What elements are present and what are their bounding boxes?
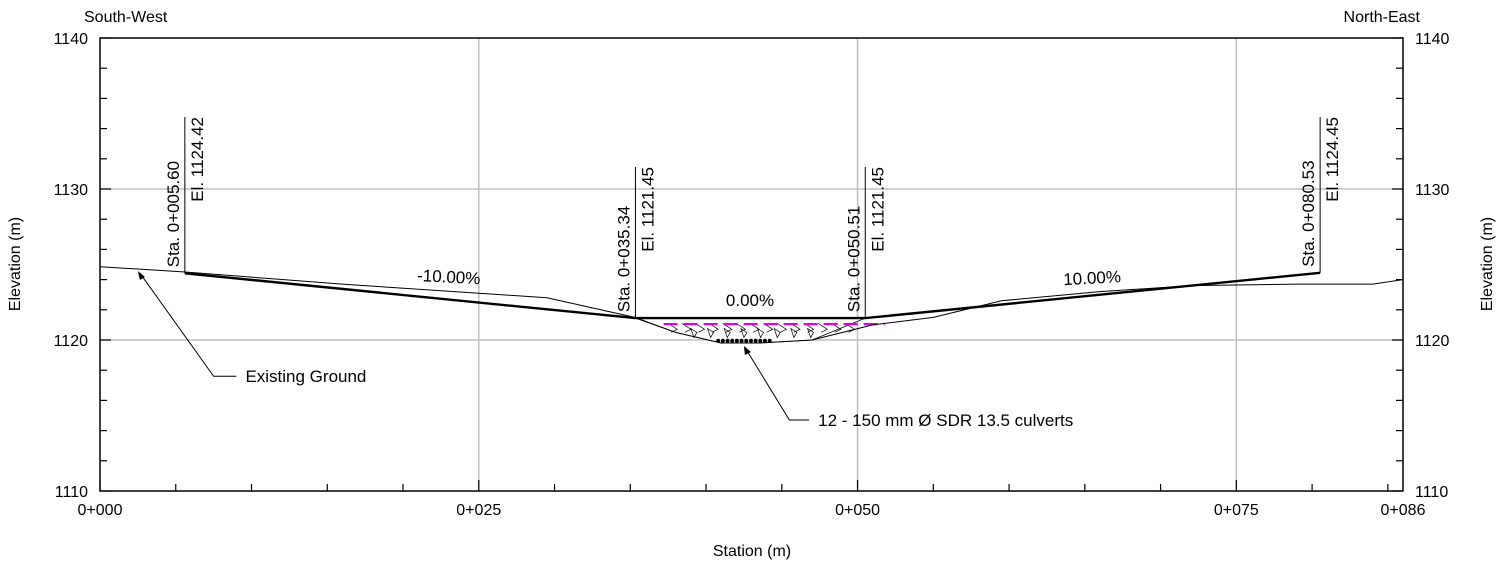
y-tick-labels: 1110 1110 1120 1120 1130 1130 1140 1140 [54, 31, 1450, 501]
culvert-pipe [754, 339, 758, 343]
culvert-pipe [730, 339, 734, 343]
callout-station-label: Sta. 0+035.34 [614, 206, 633, 312]
direction-right-label: North-East [1344, 9, 1421, 26]
gridlines [100, 38, 1403, 491]
y-tick-label-right: 1130 [1415, 182, 1450, 199]
y-tick-label-left: 1140 [54, 31, 89, 48]
x-axis-title: Station (m) [713, 543, 791, 560]
x-tick-label: 0+025 [456, 502, 501, 519]
culvert-pipe [721, 339, 725, 343]
culvert-arrowhead [744, 346, 751, 355]
culvert-pipe [744, 339, 748, 343]
culvert-pipe [740, 339, 744, 343]
x-tick-label: 0+075 [1214, 502, 1259, 519]
culvert-pipe [726, 339, 730, 343]
callout-elevation-label: El. 1121.45 [868, 167, 887, 252]
callout-elevation-label: El. 1121.45 [638, 167, 657, 252]
axis-ticks [100, 38, 1403, 491]
y-axis-title-right: Elevation (m) [1479, 217, 1496, 311]
callout-station-label: Sta. 0+005.60 [164, 161, 183, 267]
grade-label: 10.00% [1063, 267, 1122, 289]
x-tick-label: 0+086 [1381, 502, 1426, 519]
y-tick-label-left: 1110 [55, 484, 88, 501]
y-tick-label-right: 1120 [1415, 333, 1450, 350]
x-tick-label: 0+000 [78, 502, 123, 519]
grade-label: 0.00% [726, 291, 774, 310]
direction-left-label: South-West [84, 9, 168, 26]
existing-ground-label: Existing Ground [245, 367, 366, 386]
plot-frame [100, 38, 1403, 491]
culvert-label: 12 - 150 mm Ø SDR 13.5 culverts [818, 411, 1073, 430]
y-tick-label-left: 1120 [54, 333, 89, 350]
existing-ground-leader [140, 273, 236, 376]
y-tick-label-left: 1130 [54, 182, 89, 199]
y-axis-title-left: Elevation (m) [7, 217, 24, 311]
culvert-leader [746, 349, 809, 420]
y-tick-label-right: 1140 [1415, 31, 1450, 48]
y-tick-label-right: 1110 [1415, 484, 1448, 501]
culvert-pipe [735, 339, 739, 343]
callout-elevation-label: El. 1124.42 [188, 117, 207, 202]
callout-station-label: Sta. 0+050.51 [844, 206, 863, 312]
annotations: Existing Ground 12 - 150 mm Ø SDR 13.5 cu… [138, 271, 1073, 430]
callout-station-label: Sta. 0+080.53 [1299, 160, 1318, 266]
culvert-pipe [758, 339, 762, 343]
culvert-pipe [749, 339, 753, 343]
grade-label: -10.00% [417, 266, 481, 288]
callout-elevation-label: El. 1124.45 [1323, 117, 1342, 202]
x-tick-label: 0+050 [835, 502, 880, 519]
x-tick-labels: 0+000 0+025 0+050 0+075 0+086 [78, 502, 1426, 519]
